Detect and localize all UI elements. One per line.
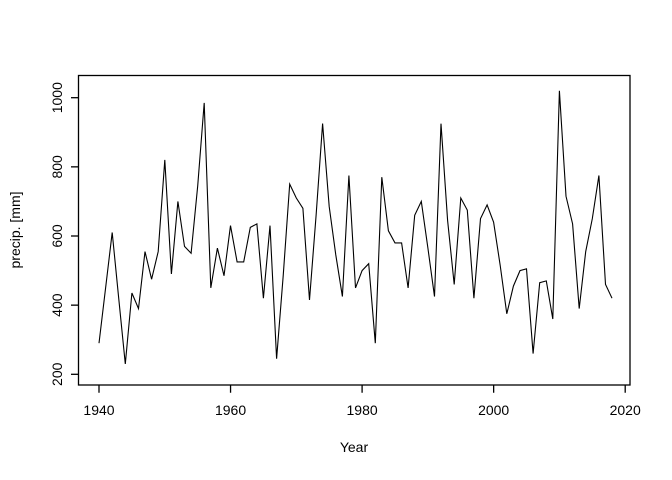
y-tick-label: 600	[49, 224, 65, 248]
data-series	[98, 90, 613, 364]
x-tick-label: 1980	[347, 402, 378, 418]
x-tick-label: 1940	[83, 402, 114, 418]
y-tick-label: 800	[49, 155, 65, 179]
y-tick-label: 1000	[49, 82, 65, 113]
precip-line	[98, 90, 613, 364]
y-tick-label: 200	[49, 362, 65, 386]
y-axis-label: precip. [mm]	[7, 191, 23, 268]
x-tick-label: 2000	[478, 402, 509, 418]
y-tick-label: 400	[49, 293, 65, 317]
precip-axis: 200 400 600 800 1000	[49, 82, 79, 386]
x-axis-label: Year	[340, 439, 369, 455]
plot-box	[77, 74, 631, 386]
x-tick-label: 1960	[215, 402, 246, 418]
year-axis: 1940 1960 1980 2000 2020	[83, 385, 641, 418]
x-tick-label: 2020	[610, 402, 641, 418]
